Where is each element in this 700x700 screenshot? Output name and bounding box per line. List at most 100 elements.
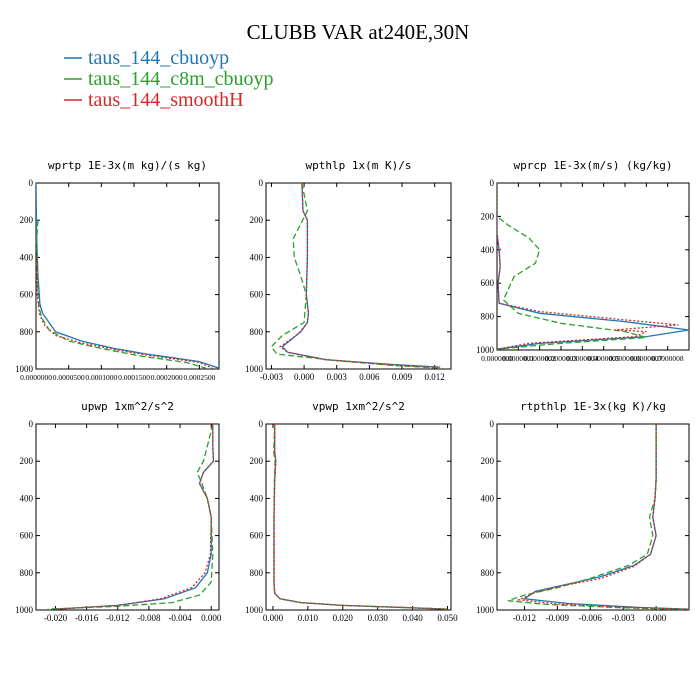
x-tick-label: -0.008 xyxy=(137,613,161,623)
y-tick-label: 200 xyxy=(20,456,34,466)
series-line-2 xyxy=(47,424,214,610)
plot-frame xyxy=(496,423,690,611)
chart-title: wpthlp 1x(m K)/s xyxy=(306,159,412,172)
series-line-3 xyxy=(55,424,215,610)
y-tick-label: 0 xyxy=(259,419,264,429)
y-tick-label: 0 xyxy=(29,178,34,188)
x-tick-label: 0.0002000 xyxy=(151,373,183,382)
y-tick-label: 800 xyxy=(481,312,495,322)
series-line-1 xyxy=(497,183,689,350)
x-tick-label: 0.030 xyxy=(368,613,389,623)
x-tick-label: -0.016 xyxy=(75,613,99,623)
x-tick-label: -0.012 xyxy=(513,613,536,623)
x-tick-label: -0.006 xyxy=(579,613,603,623)
x-tick-label: 0.000 xyxy=(646,613,667,623)
y-tick-label: 200 xyxy=(481,456,495,466)
y-tick-label: 800 xyxy=(250,327,264,337)
legend: taus_144_cbuoyp taus_144_c8m_cbuoyp taus… xyxy=(64,47,274,111)
x-tick-label: -0.003 xyxy=(260,372,284,382)
series-line-3 xyxy=(36,257,213,369)
plot-frame xyxy=(496,182,690,351)
chart-panel-4: upwp 1xm^2/s^2 0 200 400 600 800 1000 -0.020 -0.… xyxy=(15,400,222,623)
y-tick-label: 400 xyxy=(20,493,34,503)
y-tick-label: 800 xyxy=(481,568,495,578)
x-tick-label: 0.0001000 xyxy=(85,373,117,382)
x-tick-label: 0.003 xyxy=(327,372,348,382)
y-tick-label: 800 xyxy=(20,327,34,337)
series-line-1 xyxy=(522,424,689,610)
y-tick-label: 1000 xyxy=(245,605,264,615)
chart-title: wprcp 1E-3x(m/s) (kg/kg) xyxy=(514,159,673,172)
legend-label-c8m-cbuoyp: taus_144_c8m_cbuoyp xyxy=(88,68,274,90)
y-tick-label: 600 xyxy=(250,290,264,300)
y-tick-label: 0 xyxy=(490,419,495,429)
x-tick-label: 0.0000007 xyxy=(630,354,662,363)
chart-title: wprtp 1E-3x(m kg)/(s kg) xyxy=(48,159,207,172)
y-tick-label: 200 xyxy=(20,215,34,225)
x-tick-label: 0.000 xyxy=(294,372,315,382)
y-tick-label: 200 xyxy=(250,215,264,225)
y-tick-label: 600 xyxy=(20,531,34,541)
chart-title: rtpthlp 1E-3x(kg K)/kg xyxy=(520,400,666,413)
panels: wprtp 1E-3x(m kg)/(s kg) 0 200 400 600 800 100… xyxy=(15,159,690,623)
x-tick-label: 0.0000004 xyxy=(566,354,598,363)
series-line-2 xyxy=(270,183,441,369)
x-tick-label: -0.012 xyxy=(106,613,129,623)
series-line-2 xyxy=(497,183,647,350)
y-tick-label: 1000 xyxy=(476,345,495,355)
series-line-3 xyxy=(516,424,689,610)
x-tick-label: 0.0000000 xyxy=(20,373,52,382)
series-line-1 xyxy=(273,424,448,610)
series-line-1 xyxy=(281,183,441,368)
y-tick-label: 400 xyxy=(20,252,34,262)
series-line-3 xyxy=(278,183,441,369)
y-tick-label: 1000 xyxy=(245,364,264,374)
y-tick-label: 400 xyxy=(250,252,264,262)
x-tick-label: 0.000 xyxy=(201,613,222,623)
plot-frame xyxy=(265,182,452,370)
y-tick-label: 600 xyxy=(20,290,34,300)
figure-title: CLUBB VAR at240E,30N xyxy=(247,20,470,44)
y-tick-label: 0 xyxy=(29,419,34,429)
y-tick-label: 0 xyxy=(490,178,495,188)
y-tick-label: 800 xyxy=(250,568,264,578)
y-tick-label: 600 xyxy=(250,531,264,541)
plot-frame xyxy=(265,423,452,611)
chart-title: vpwp 1xm^2/s^2 xyxy=(312,400,405,413)
x-tick-label: 0.0000500 xyxy=(53,373,85,382)
series-line-2 xyxy=(273,424,448,610)
y-tick-label: 400 xyxy=(250,493,264,503)
y-tick-label: 400 xyxy=(481,245,495,255)
x-tick-label: 0.010 xyxy=(298,613,319,623)
chart-panel-1: wprtp 1E-3x(m kg)/(s kg) 0 200 400 600 800 100… xyxy=(15,159,220,382)
x-tick-label: -0.020 xyxy=(44,613,68,623)
x-tick-label: 0.040 xyxy=(402,613,423,623)
chart-panel-6: rtpthlp 1E-3x(kg K)/kg 0 200 400 600 800 1000 -… xyxy=(476,400,690,623)
plot-frame xyxy=(35,182,220,370)
chart-panel-3: wprcp 1E-3x(m/s) (kg/kg) 0 200 400 600 800 100… xyxy=(476,159,690,363)
legend-label-cbuoyp: taus_144_cbuoyp xyxy=(88,47,229,69)
plot-frame xyxy=(35,423,220,611)
x-tick-label: 0.020 xyxy=(333,613,354,623)
x-tick-label: 0.009 xyxy=(392,372,413,382)
x-tick-label: 0.0000002 xyxy=(524,354,556,363)
x-tick-label: 0.0001500 xyxy=(118,373,150,382)
x-tick-label: 0.0000005 xyxy=(588,354,620,363)
y-tick-label: 1000 xyxy=(15,605,34,615)
chart-panel-2: wpthlp 1x(m K)/s 0 200 400 600 800 1000-0.003 0… xyxy=(245,159,452,382)
y-tick-label: 600 xyxy=(481,278,495,288)
x-tick-label: -0.009 xyxy=(546,613,570,623)
legend-label-smoothh: taus_144_smoothH xyxy=(88,89,244,111)
series-line-3 xyxy=(497,183,679,350)
x-tick-label: 0.0000003 xyxy=(545,354,577,363)
series-line-2 xyxy=(36,220,207,369)
x-tick-label: 0.0000008 xyxy=(652,354,684,363)
series-line-3 xyxy=(273,424,448,610)
y-tick-label: 1000 xyxy=(15,364,34,374)
y-tick-label: 0 xyxy=(259,178,264,188)
y-tick-label: 200 xyxy=(481,211,495,221)
y-tick-label: 800 xyxy=(20,568,34,578)
x-tick-label: 0.0002500 xyxy=(183,373,215,382)
